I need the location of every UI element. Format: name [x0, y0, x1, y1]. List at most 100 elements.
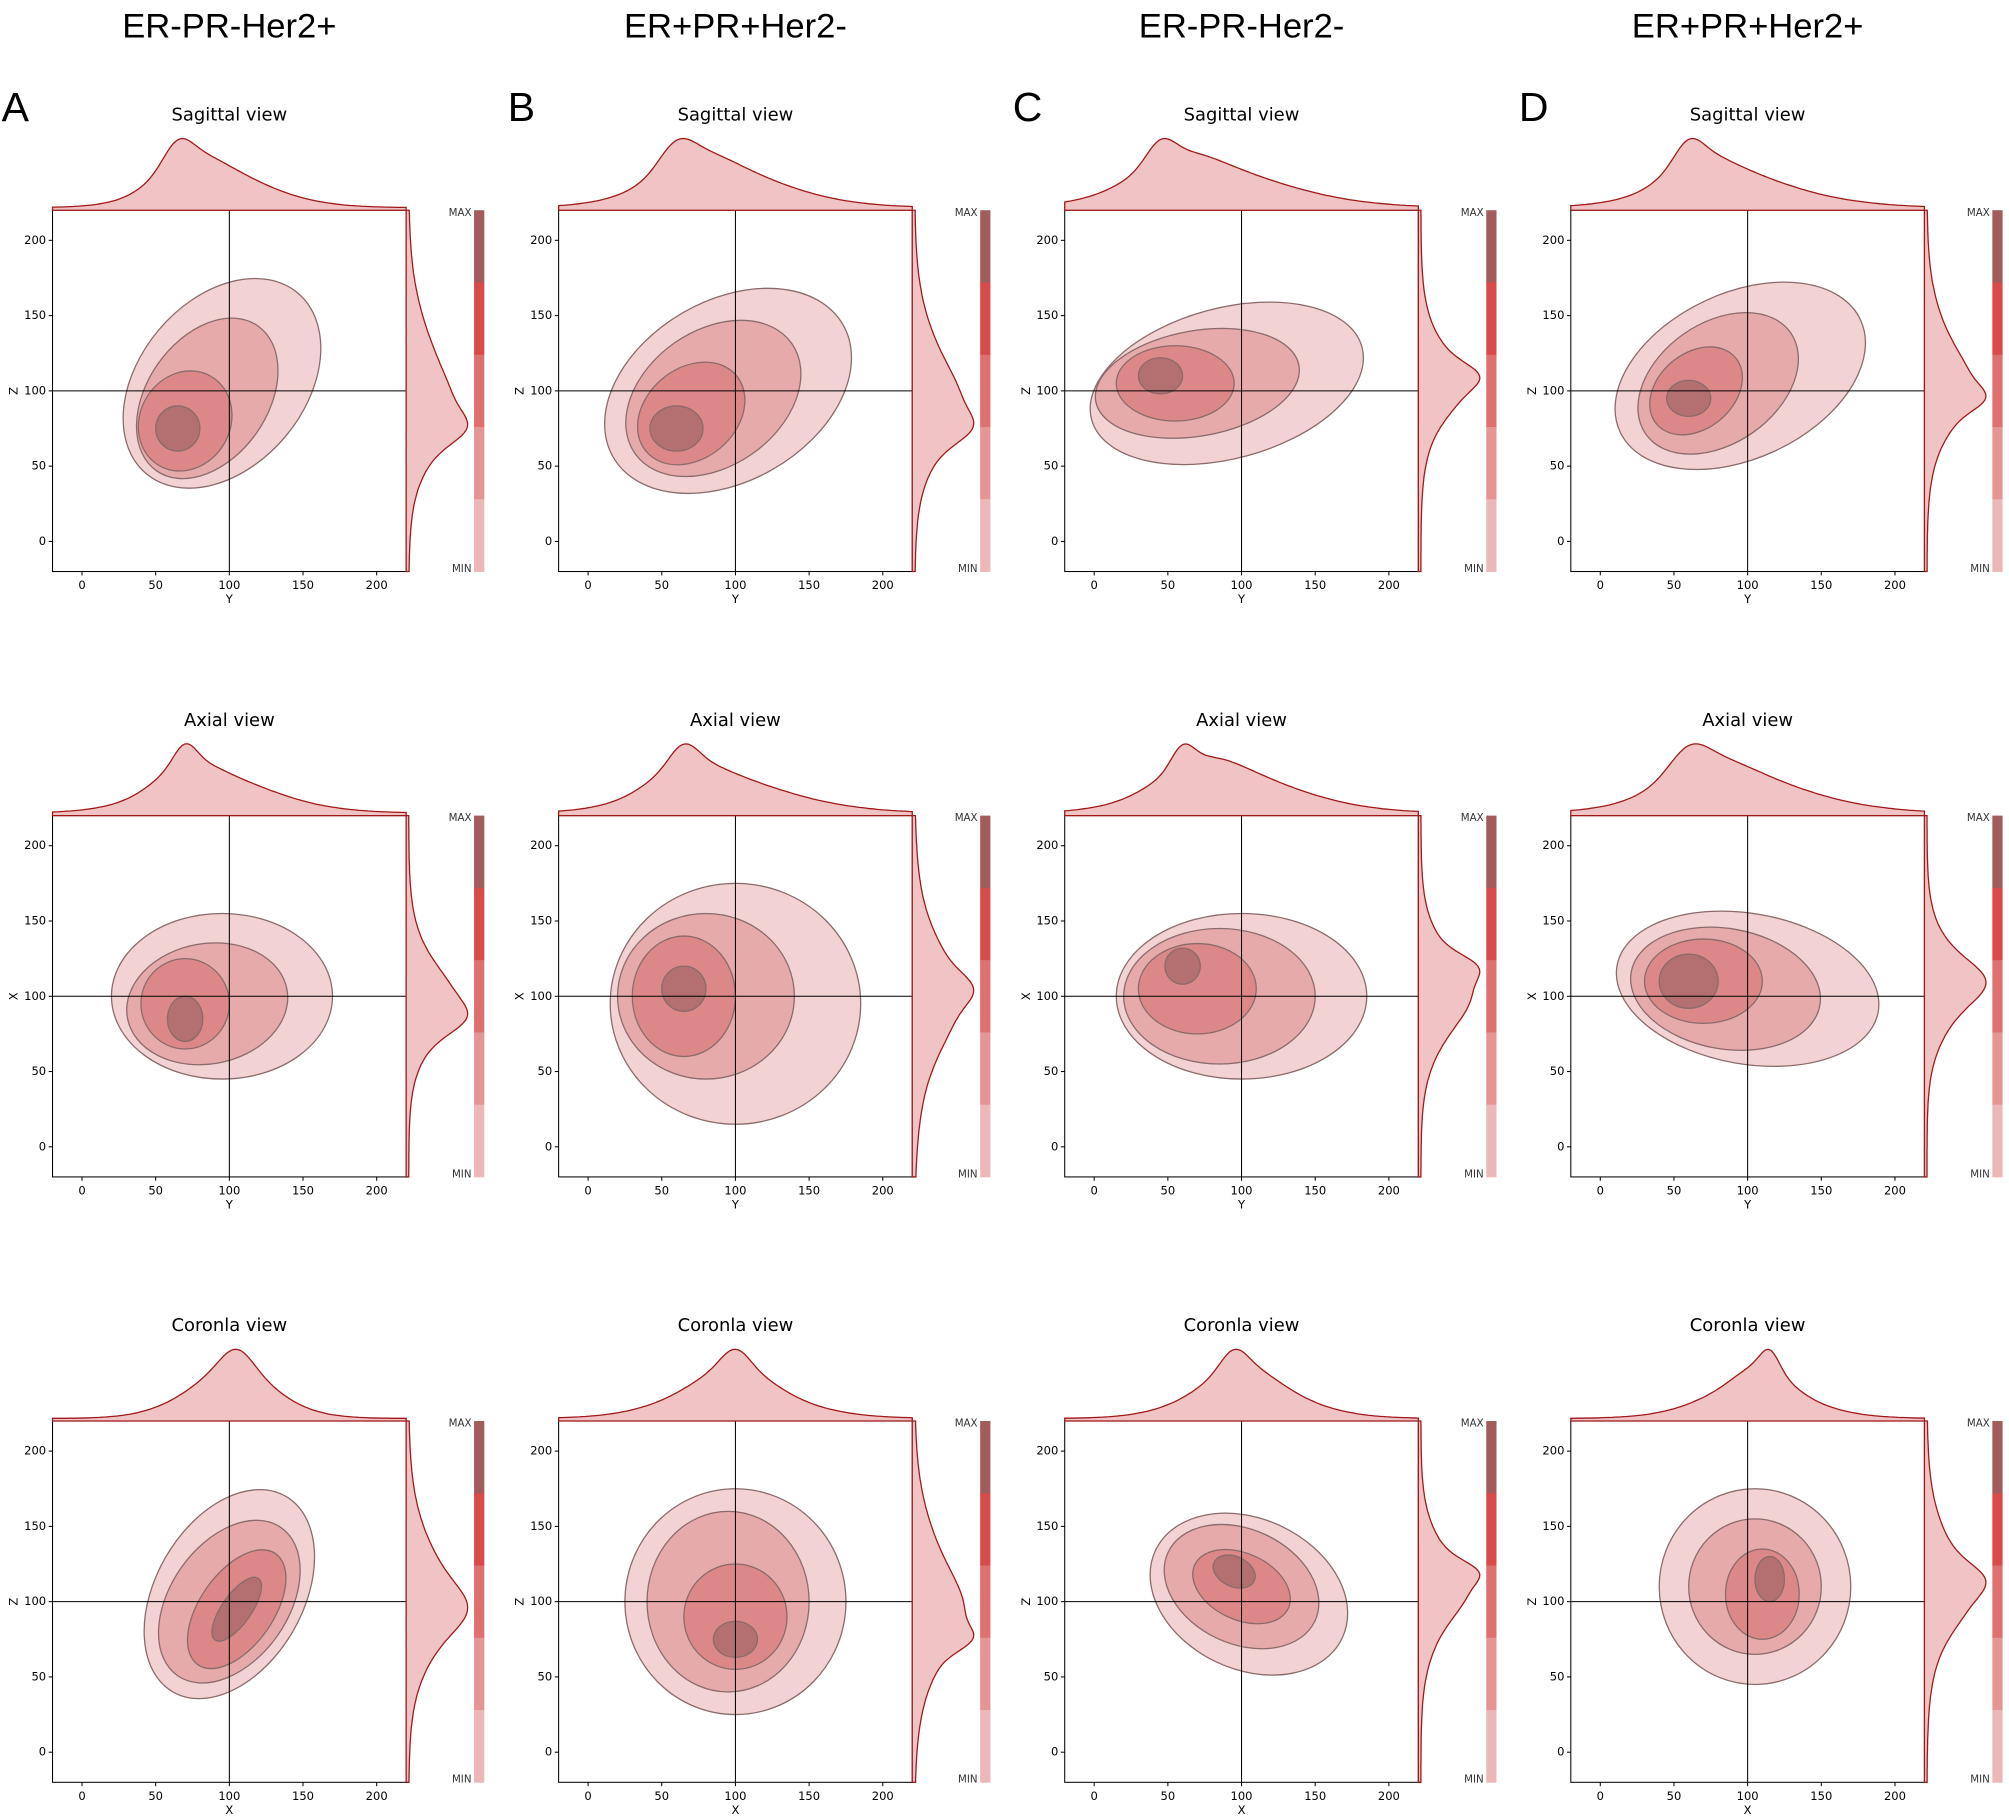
y-tick-label: 200: [24, 233, 46, 247]
colorbar-segment: [474, 499, 485, 572]
colorbar-segment: [1992, 427, 2003, 500]
x-axis-label: Y: [1743, 592, 1752, 606]
panel-title: Sagittal view: [171, 104, 287, 125]
x-tick-label: 50: [148, 1184, 163, 1198]
y-tick-label: 0: [1051, 534, 1058, 548]
colorbar-max: MAX: [1967, 812, 1990, 824]
marginal-top: [1570, 1348, 1926, 1422]
colorbar-segment: [980, 1104, 991, 1178]
colorbar-segment: [980, 1565, 991, 1639]
marginal-right: [1417, 814, 1481, 1178]
x-tick-label: 50: [654, 1789, 669, 1803]
colorbar-segment: [474, 354, 485, 428]
contour-level: [1754, 1555, 1786, 1603]
colorbar-segment: [474, 210, 485, 283]
y-tick-label: 100: [530, 989, 552, 1003]
x-tick-label: 100: [218, 1184, 240, 1198]
x-tick-label: 50: [1161, 1789, 1176, 1803]
colorbar-max: MAX: [449, 207, 472, 219]
y-tick-label: 200: [24, 838, 46, 852]
colorbar-min: MIN: [1464, 1168, 1484, 1180]
colorbar-segment: [1992, 1637, 2003, 1711]
x-tick-label: 0: [1091, 1184, 1098, 1198]
marginal-right: [405, 814, 469, 1178]
x-tick-label: 150: [1304, 578, 1326, 592]
y-tick-label: 50: [538, 459, 553, 473]
colorbar-segment: [980, 1032, 991, 1106]
x-tick-label: 50: [148, 1789, 163, 1803]
y-tick-label: 200: [1542, 1444, 1564, 1458]
panel-title: Axial view: [690, 710, 781, 731]
marginal-right: [911, 209, 975, 573]
colorbar-segment: [980, 1637, 991, 1711]
colorbar-segment: [980, 427, 991, 500]
colorbar-segment: [474, 1637, 485, 1711]
x-tick-label: 200: [872, 578, 894, 592]
x-tick-label: 150: [798, 1789, 820, 1803]
y-tick-label: 150: [1542, 913, 1564, 927]
y-tick-label: 150: [1542, 308, 1564, 322]
x-tick-label: 200: [872, 1184, 894, 1198]
y-tick-label: 100: [1542, 383, 1564, 397]
y-axis-label: X: [7, 992, 21, 1000]
y-axis-label: Z: [513, 1598, 527, 1606]
panel-title: Coronla view: [1184, 1315, 1300, 1336]
colorbar-segment: [474, 282, 485, 356]
colorbar-segment: [474, 1565, 485, 1639]
colorbar-segment: [474, 1493, 485, 1566]
colorbar-segment: [474, 815, 485, 889]
colorbar-max: MAX: [955, 1418, 978, 1430]
contours: [110, 912, 334, 1080]
y-tick-label: 50: [1044, 459, 1059, 473]
contours: [604, 287, 853, 495]
colorbar-min: MIN: [1970, 1774, 1990, 1786]
x-tick-label: 0: [1597, 578, 1604, 592]
x-axis-label: Y: [225, 1198, 234, 1212]
marginal-right: [1417, 209, 1481, 573]
colorbar-segment: [1486, 1104, 1497, 1178]
y-tick-label: 150: [24, 308, 46, 322]
colorbar-max: MAX: [955, 207, 978, 219]
colorbar-segment: [1486, 1565, 1497, 1639]
colorbar-min: MIN: [958, 563, 978, 575]
y-tick-label: 200: [1036, 1444, 1058, 1458]
x-axis-label: Y: [731, 1198, 740, 1212]
colorbar-segment: [1992, 282, 2003, 356]
colorbar-segment: [1992, 1421, 2003, 1494]
y-tick-label: 100: [530, 383, 552, 397]
contour-level: [1212, 1554, 1256, 1589]
colorbar-segment: [980, 354, 991, 428]
contour-level: [1164, 947, 1201, 985]
y-tick-label: 50: [1550, 1064, 1565, 1078]
panel-title: Sagittal view: [1184, 104, 1300, 125]
y-tick-label: 0: [1051, 1745, 1058, 1759]
y-tick-label: 50: [1044, 1669, 1059, 1683]
contours: [1658, 1488, 1852, 1686]
y-tick-label: 100: [530, 1594, 552, 1608]
y-tick-label: 0: [39, 1139, 46, 1153]
marginal-right: [1923, 814, 1987, 1178]
contour-level: [1137, 357, 1184, 395]
colorbar-segment: [980, 960, 991, 1033]
colorbar-segment: [1486, 887, 1497, 961]
panel-letter: A: [2, 84, 30, 130]
colorbar-segment: [1486, 960, 1497, 1033]
marginal-right: [1923, 209, 1987, 573]
marginal-right: [405, 209, 469, 573]
y-tick-label: 50: [538, 1064, 553, 1078]
colorbar-segment: [1992, 1032, 2003, 1106]
x-tick-label: 50: [1667, 1184, 1682, 1198]
y-axis-label: Z: [7, 1598, 21, 1606]
colorbar-segment: [980, 282, 991, 356]
contour-level: [155, 405, 201, 452]
x-tick-label: 0: [584, 578, 591, 592]
marginal-top: [1064, 137, 1419, 211]
contour-level: [649, 405, 704, 452]
y-tick-label: 100: [1036, 1594, 1058, 1608]
marginal-top: [51, 743, 407, 817]
colorbar-segment: [980, 1421, 991, 1494]
x-tick-label: 200: [1884, 578, 1906, 592]
colorbar-segment: [474, 1710, 485, 1783]
colorbar-segment: [1486, 1421, 1497, 1494]
colorbar-min: MIN: [1970, 1168, 1990, 1180]
